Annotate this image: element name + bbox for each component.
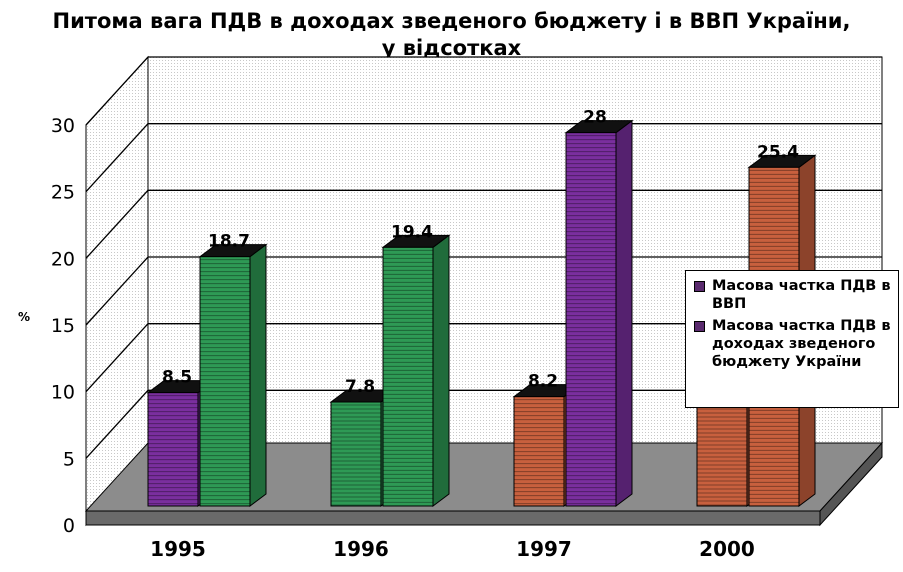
- x-tick-label: 2000: [699, 537, 755, 561]
- y-tick-label: 5: [63, 448, 75, 470]
- legend-swatch-budget: [694, 321, 705, 332]
- x-tick-label: 1995: [150, 537, 206, 561]
- chart-title-line1: Питома вага ПДВ в доходах зведеного бюдж…: [52, 9, 851, 33]
- y-axis-label: %: [18, 310, 30, 324]
- chart-title-line2: у відсотках: [381, 36, 522, 60]
- gridline: [85, 123, 882, 193]
- y-tick-label: 10: [51, 382, 75, 404]
- bar: 28: [564, 108, 634, 507]
- data-label: 19.4: [391, 222, 433, 242]
- data-label: 18.7: [208, 232, 250, 252]
- bar: 18.7: [198, 232, 268, 507]
- gridline: [85, 256, 882, 326]
- floor-front: [85, 510, 821, 526]
- gridline: [85, 189, 882, 259]
- bar-side: [615, 119, 633, 507]
- bar-side: [249, 243, 267, 507]
- legend-label-budget: Масова частка ПДВ в доходах зведеного бю…: [712, 318, 891, 370]
- bar-front: [513, 396, 565, 507]
- gridline: [85, 56, 882, 126]
- data-label: 8.2: [528, 372, 558, 392]
- y-tick-label: 0: [63, 515, 75, 537]
- legend-swatch-vvp: [694, 281, 705, 292]
- legend-label-vvp: Масова частка ПДВ в ВВП: [712, 278, 891, 312]
- bar-front: [382, 246, 434, 507]
- bar: 19.4: [381, 222, 451, 507]
- data-label: 8.5: [162, 368, 192, 388]
- data-label: 7.8: [345, 377, 375, 397]
- bar-front: [199, 256, 251, 507]
- y-tick-label: 15: [51, 315, 75, 337]
- floor-side: [819, 441, 883, 527]
- y-tick-label: 30: [51, 115, 75, 137]
- legend-item-budget: Масова частка ПДВ в доходах зведеного бю…: [694, 317, 894, 371]
- y-tick-label: 25: [51, 182, 75, 204]
- gridline: [85, 323, 882, 393]
- gridline: [85, 389, 882, 459]
- x-tick-label: 1996: [333, 537, 389, 561]
- bar-front: [330, 401, 382, 507]
- x-tick-label: 1997: [516, 537, 572, 561]
- bar-front: [147, 392, 199, 507]
- y-tick-label: 20: [51, 248, 75, 270]
- data-label: 25.4: [757, 142, 799, 162]
- legend-item-vvp: Масова частка ПДВ в ВВП: [694, 277, 894, 313]
- data-label: 28: [583, 108, 607, 128]
- legend: Масова частка ПДВ в ВВП Масова частка ПД…: [685, 270, 899, 408]
- bar-front: [565, 132, 617, 507]
- bar-side: [432, 234, 450, 507]
